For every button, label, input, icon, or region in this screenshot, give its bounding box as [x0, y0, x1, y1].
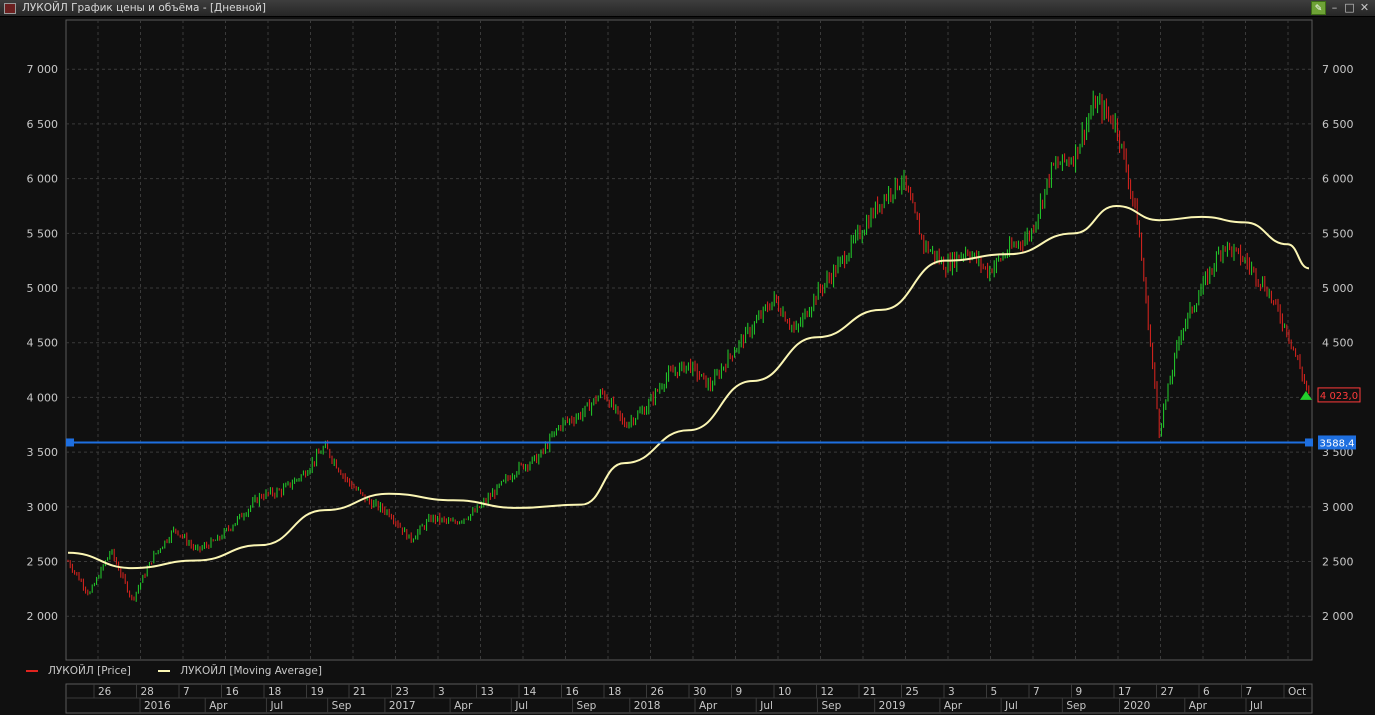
pin-icon[interactable]: ✎ — [1311, 1, 1326, 15]
legend-price-swatch — [26, 670, 38, 672]
y-tick-label-left: 5 000 — [27, 282, 59, 295]
last-price-tag — [1317, 387, 1361, 403]
x-period-label: Sep — [332, 700, 352, 712]
y-tick-label-left: 2 500 — [27, 556, 59, 569]
x-day-label: 16 — [566, 686, 580, 698]
grid — [65, 19, 1313, 661]
chart-background — [0, 17, 1375, 683]
last-price-label: 4 023,0 — [1320, 391, 1358, 402]
x-day-label: 17 — [1118, 686, 1131, 698]
x-day-label: 3 — [948, 686, 955, 698]
x-day-label: 30 — [693, 686, 706, 698]
x-day-label: 12 — [821, 686, 834, 698]
x-axis[interactable]: 26 28 7 16 18 19 21 23 3 13 14 16 18 26 30 9 10 12 21 25 3 5 7… — [0, 683, 1375, 715]
x-day-label: 7 — [183, 686, 190, 698]
x-period-label: Apr — [1189, 700, 1208, 712]
chart-app-icon — [4, 3, 16, 14]
x-day-label: 9 — [1076, 686, 1083, 698]
y-tick-label-left: 3 500 — [27, 446, 59, 459]
x-period-label: 2018 — [634, 700, 661, 712]
x-day-label: 7 — [1246, 686, 1253, 698]
y-tick-label-right: 4 500 — [1322, 337, 1354, 350]
x-day-label: 25 — [906, 686, 919, 698]
x-day-label: 19 — [311, 686, 324, 698]
x-period-label: 2020 — [1124, 700, 1151, 712]
y-tick-label-left: 2 000 — [27, 610, 59, 623]
y-tick-label-right: 5 000 — [1322, 282, 1354, 295]
y-tick-label-right: 7 000 — [1322, 63, 1354, 76]
x-day-label: 10 — [778, 686, 791, 698]
legend-item-price[interactable]: ЛУКОЙЛ [Price] — [26, 665, 131, 677]
y-tick-label-left: 7 000 — [27, 63, 59, 76]
x-day-label: 5 — [991, 686, 998, 698]
legend-item-moving-average[interactable]: ЛУКОЙЛ [Moving Average] — [158, 665, 322, 677]
y-tick-label-left: 4 000 — [27, 391, 59, 404]
x-day-label: 7 — [1033, 686, 1040, 698]
legend-ma-label: ЛУКОЙЛ [Moving Average] — [180, 665, 322, 677]
y-tick-label-right: 6 000 — [1322, 173, 1354, 186]
x-day-label: 14 — [523, 686, 537, 698]
last-price-marker-icon — [1300, 390, 1312, 400]
y-tick-label-left: 3 000 — [27, 501, 59, 514]
y-tick-label-left: 6 500 — [27, 118, 59, 131]
plot-frame — [65, 19, 1313, 661]
y-tick-label-right: 2 500 — [1322, 556, 1354, 569]
x-day-label: 23 — [396, 686, 409, 698]
x-period-label: Apr — [454, 700, 473, 712]
x-day-label: 9 — [736, 686, 743, 698]
x-day-label: 26 — [98, 686, 112, 698]
x-day-label: 18 — [608, 686, 621, 698]
x-period-label: 2017 — [389, 700, 416, 712]
x-day-label: 27 — [1161, 686, 1174, 698]
price-series — [67, 90, 1310, 602]
hline-value-label: 3588.4 — [1320, 438, 1355, 449]
x-day-label: Oct — [1288, 686, 1306, 698]
window-title: ЛУКОЙЛ График цены и объёма - [Дневной] — [22, 2, 266, 14]
legend-ma-swatch — [158, 670, 171, 672]
x-period-label: Jul — [1004, 700, 1018, 712]
chart-legend: ЛУКОЙЛ [Price] ЛУКОЙЛ [Moving Average] — [26, 665, 346, 679]
legend-price-label: ЛУКОЙЛ [Price] — [48, 665, 131, 677]
minimize-button[interactable]: – — [1331, 1, 1338, 14]
y-tick-label-left: 4 500 — [27, 337, 59, 350]
close-button[interactable]: ✕ — [1359, 1, 1370, 14]
x-period-label: Sep — [577, 700, 597, 712]
x-period-label: Jul — [1249, 700, 1263, 712]
x-period-label: 2016 — [144, 700, 171, 712]
x-period-label: Jul — [269, 700, 283, 712]
x-day-label: 26 — [651, 686, 665, 698]
x-period-label: Sep — [821, 700, 841, 712]
y-tick-label-right: 6 500 — [1322, 118, 1354, 131]
x-day-label: 18 — [268, 686, 281, 698]
x-day-label: 3 — [438, 686, 445, 698]
x-period-label: Apr — [944, 700, 963, 712]
x-period-label: Apr — [209, 700, 228, 712]
y-tick-label-left: 5 500 — [27, 227, 59, 240]
x-day-label: 21 — [863, 686, 876, 698]
hline-handle-right[interactable] — [1305, 438, 1313, 447]
moving-average-line — [67, 204, 1310, 570]
x-day-label: 13 — [481, 686, 494, 698]
hline-value-tag — [1318, 435, 1356, 450]
x-period-label: 2019 — [879, 700, 906, 712]
x-day-label: 6 — [1203, 686, 1210, 698]
x-day-label: 28 — [141, 686, 154, 698]
x-day-label: 21 — [353, 686, 366, 698]
x-day-label: 16 — [226, 686, 240, 698]
horizontal-line[interactable] — [66, 438, 1313, 447]
maximize-button[interactable]: □ — [1344, 1, 1355, 14]
x-period-label: Jul — [759, 700, 773, 712]
x-period-label: Apr — [699, 700, 718, 712]
price-tags: 4 023,0 3588.4 — [1300, 387, 1361, 450]
x-period-label: Sep — [1066, 700, 1086, 712]
y-tick-label-right: 5 500 — [1322, 227, 1354, 240]
window-titlebar: ЛУКОЙЛ График цены и объёма - [Дневной] … — [0, 0, 1375, 17]
hline-handle-left[interactable] — [66, 438, 74, 447]
y-tick-label-right: 3 000 — [1322, 501, 1354, 514]
y-tick-label-right: 2 000 — [1322, 610, 1354, 623]
y-tick-label-left: 6 000 — [27, 173, 59, 186]
x-period-label: Jul — [514, 700, 528, 712]
